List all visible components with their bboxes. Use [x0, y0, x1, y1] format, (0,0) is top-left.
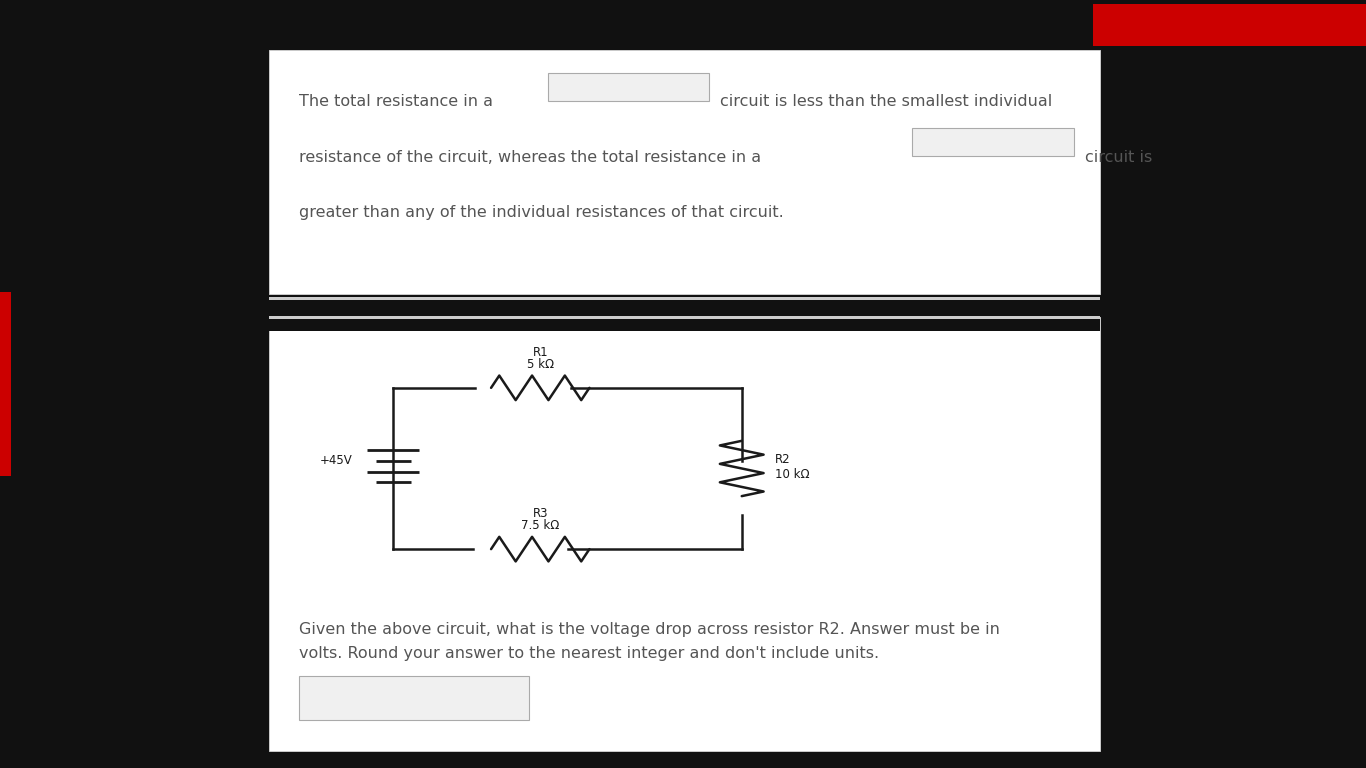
FancyBboxPatch shape — [912, 128, 1074, 156]
Text: resistance of the circuit, whereas the total resistance in a: resistance of the circuit, whereas the t… — [299, 150, 761, 165]
Text: Given the above circuit, what is the voltage drop across resistor R2. Answer mus: Given the above circuit, what is the vol… — [299, 622, 1000, 637]
Text: +45V: +45V — [320, 455, 352, 467]
FancyBboxPatch shape — [269, 316, 1100, 319]
Text: circuit is: circuit is — [1085, 150, 1152, 165]
FancyBboxPatch shape — [1093, 4, 1366, 46]
Text: greater than any of the individual resistances of that circuit.: greater than any of the individual resis… — [299, 205, 784, 220]
Text: volts. Round your answer to the nearest integer and don't include units.: volts. Round your answer to the nearest … — [299, 646, 880, 661]
Text: R1: R1 — [533, 346, 548, 359]
Text: 5 kΩ: 5 kΩ — [527, 358, 553, 371]
Text: R3: R3 — [533, 507, 548, 520]
FancyBboxPatch shape — [269, 297, 1100, 300]
FancyBboxPatch shape — [548, 73, 709, 101]
FancyBboxPatch shape — [269, 317, 1100, 751]
Text: 10 kΩ: 10 kΩ — [775, 468, 809, 481]
FancyBboxPatch shape — [0, 292, 11, 476]
Text: The total resistance in a: The total resistance in a — [299, 94, 493, 110]
FancyBboxPatch shape — [269, 50, 1100, 294]
Text: R2: R2 — [775, 453, 790, 465]
FancyBboxPatch shape — [269, 300, 1100, 331]
Text: circuit is less than the smallest individual: circuit is less than the smallest indivi… — [720, 94, 1052, 110]
FancyBboxPatch shape — [299, 676, 529, 720]
Text: 7.5 kΩ: 7.5 kΩ — [520, 519, 560, 532]
